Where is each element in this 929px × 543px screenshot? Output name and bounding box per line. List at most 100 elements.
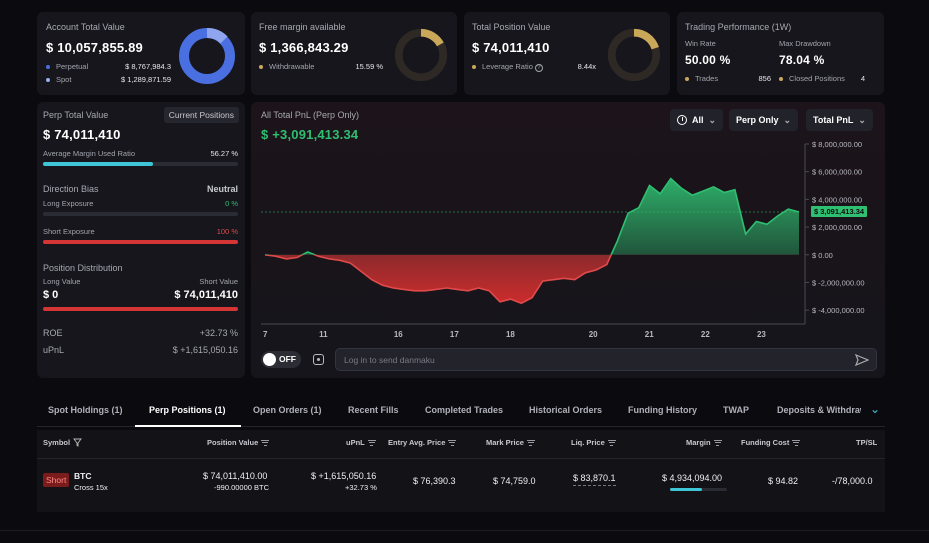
tabs-bar [37, 397, 885, 427]
pnl-negative-area [265, 254, 799, 304]
tab-open-orders[interactable]: Open Orders (1) [253, 405, 322, 415]
y-tick-label: $ 8,000,000.00 [812, 140, 862, 149]
account-total-title: Account Total Value [46, 22, 125, 32]
direction-bias-label: Direction Bias [43, 184, 99, 194]
active-tab-underline [135, 425, 241, 427]
tab-recent-fills[interactable]: Recent Fills [348, 405, 399, 415]
danmaku-settings-icon[interactable] [313, 354, 324, 365]
distribution-bar [43, 307, 238, 311]
perpetual-dot-icon [46, 65, 50, 70]
x-tick-label: 16 [394, 330, 403, 339]
closed-dot-icon [779, 77, 783, 82]
roe-label: ROE [43, 328, 63, 338]
win-rate-value: 50.00 % [685, 53, 731, 67]
pnl-negative-line [264, 254, 613, 305]
spot-label: Spot [56, 75, 72, 84]
tab-completed-trades[interactable]: Completed Trades [425, 405, 504, 415]
tab-twap[interactable]: TWAP [723, 405, 749, 415]
free-margin-card: Free margin available $ 1,366,843.29 Wit… [251, 12, 457, 95]
short-exposure-value: 100 % [216, 227, 238, 236]
mark-price: $ 74,759.0 [493, 476, 536, 486]
long-value-label: Long Value [43, 277, 81, 286]
pnl-chart-title: All Total PnL (Perp Only) [261, 110, 360, 120]
perp-panel: Perp Total Value Current Positions $ 74,… [37, 102, 245, 378]
short-value: $ 74,011,410 [174, 289, 238, 301]
tabs-expand-chevron-icon[interactable]: ⌄ [870, 402, 881, 416]
tab-historical-orders[interactable]: Historical Orders [529, 405, 603, 415]
total-position-value: $ 74,011,410 [472, 40, 550, 55]
danmaku-placeholder: Log in to send danmaku [344, 355, 435, 365]
long-exposure-bar [43, 212, 238, 216]
market-filter-dropdown[interactable]: Perp Only ⌄ [729, 109, 799, 131]
tab-deposits-withdraw[interactable]: Deposits & Withdraw [777, 405, 861, 415]
withdrawable-dot-icon [259, 65, 263, 70]
metric-filter-dropdown[interactable]: Total PnL ⌄ [806, 109, 873, 131]
performance-card: Trading Performance (1W) Win Rate Max Dr… [677, 12, 884, 95]
perp-total-value: $ 74,011,410 [43, 127, 121, 142]
withdrawable-row: Withdrawable 15.59 % [259, 62, 383, 71]
x-tick-label: 21 [645, 330, 654, 339]
total-position-title: Total Position Value [472, 22, 551, 32]
long-exposure-label: Long Exposure [43, 199, 94, 208]
withdrawable-label: Withdrawable [269, 62, 315, 71]
leverage-row: Leverage Ratio ? 8.44x [472, 62, 596, 72]
sort-icon [448, 438, 457, 447]
trades-row: Trades 856 [685, 74, 771, 83]
time-filter-dropdown[interactable]: All ⌄ [670, 109, 724, 131]
positions-table [37, 430, 885, 512]
pnl-chart-panel: All Total PnL (Perp Only) $ +3,091,413.3… [251, 102, 885, 378]
danmaku-toggle[interactable]: OFF [261, 351, 301, 368]
roe-value: +32.73 % [199, 328, 238, 338]
sort-icon [261, 438, 270, 447]
chevron-down-icon: ⌄ [783, 114, 792, 125]
send-icon[interactable] [855, 353, 869, 367]
position-distribution-label: Position Distribution [43, 263, 123, 273]
margin-ratio-label: Average Margin Used Ratio [43, 149, 135, 158]
leverage-label: Leverage Ratio [482, 62, 533, 71]
header-funding-cost[interactable]: Funding Cost [741, 438, 801, 447]
toggle-label: OFF [279, 354, 296, 364]
header-liq-price[interactable]: Liq. Price [571, 438, 616, 447]
header-margin[interactable]: Margin [686, 438, 722, 447]
y-tick-label: $ 4,000,000.00 [812, 195, 862, 204]
perpetual-row: Perpetual $ 8,767,984.3 [46, 62, 171, 71]
closed-value: 4 [860, 74, 865, 83]
coin-symbol[interactable]: BTC [74, 471, 92, 481]
upnl-value: $ +1,615,050.16 [172, 345, 238, 355]
filter-icon[interactable] [73, 438, 82, 447]
liq-price: $ 83,870.1 [573, 473, 616, 486]
sort-icon [713, 438, 722, 447]
sort-icon [792, 438, 801, 447]
header-mark-price[interactable]: Mark Price [486, 438, 535, 447]
market-filter-label: Perp Only [736, 115, 779, 125]
spot-dot-icon [46, 78, 50, 83]
total-position-card: Total Position Value $ 74,011,410 Levera… [464, 12, 670, 95]
toggle-knob [263, 353, 276, 366]
header-entry-price[interactable]: Entry Avg. Price [388, 438, 457, 447]
y-tick-label: $ 0.00 [812, 251, 833, 260]
row-margin: $ 4,934,094.00 [662, 473, 723, 483]
spot-value: $ 1,289,871.59 [120, 75, 171, 84]
header-upnl[interactable]: uPnL [346, 438, 376, 447]
win-rate-label: Win Rate [685, 39, 716, 48]
upnl-label: uPnL [43, 345, 65, 355]
pnl-area-chart: $ 8,000,000.00 $ 6,000,000.00 $ 4,000,000.… [261, 140, 865, 339]
tab-perp-positions[interactable]: Perp Positions (1) [149, 405, 226, 415]
info-icon[interactable]: ? [534, 64, 543, 72]
x-tick-label: 18 [506, 330, 515, 339]
bottom-divider [0, 530, 929, 531]
tpsl-value[interactable]: -/78,000.0 [832, 476, 873, 486]
y-tick-label: $ 2,000,000.00 [812, 223, 862, 232]
row-upnl-pct: +32.73 % [345, 483, 377, 492]
leverage-mode: Cross 15x [74, 483, 108, 492]
danmaku-input[interactable]: Log in to send danmaku [335, 348, 877, 371]
header-symbol[interactable]: Symbol [43, 438, 82, 447]
tab-funding-history[interactable]: Funding History [628, 405, 697, 415]
position-donut-chart [607, 28, 661, 82]
leverage-value: 8.44x [577, 62, 596, 71]
header-position-value[interactable]: Position Value [207, 438, 270, 447]
tab-spot-holdings[interactable]: Spot Holdings (1) [48, 405, 123, 415]
x-tick-label: 7 [263, 330, 268, 339]
table-row[interactable] [37, 460, 885, 500]
current-positions-button[interactable]: Current Positions [163, 107, 239, 123]
